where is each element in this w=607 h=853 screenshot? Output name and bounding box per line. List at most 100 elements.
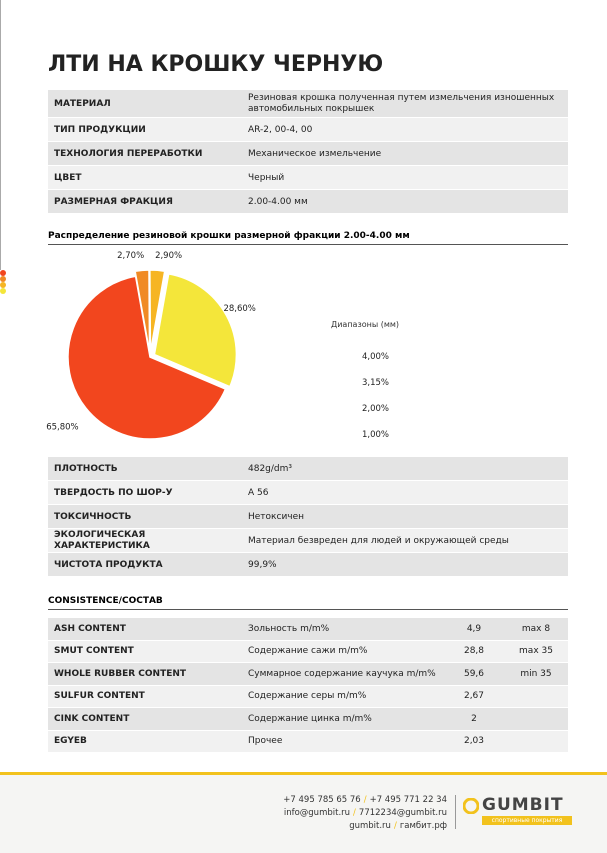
row-value: Нетоксичен: [248, 511, 305, 522]
row-value: 99,9%: [248, 559, 277, 570]
legend-title: Диапазоны (мм): [330, 320, 400, 329]
row-label: ЧИСТОТА ПРОДУКТА: [54, 559, 163, 570]
row-label: ТВЕРДОСТЬ ПО ШОР-У: [54, 487, 173, 498]
legend-dot: [0, 282, 6, 288]
data-label: 28,60%: [223, 304, 255, 314]
row-label: EGYEB: [54, 736, 87, 747]
column-divider: [0, 180, 1, 203]
row-cell: 2,67: [463, 691, 485, 702]
table-row: [48, 166, 568, 190]
logo: GUMBIT: [482, 795, 564, 815]
data-label: 65,80%: [46, 422, 78, 432]
table-row: [48, 457, 568, 481]
row-value: Черный: [248, 172, 285, 183]
column-divider: [0, 135, 1, 158]
site: gumbit.ru: [349, 821, 391, 831]
row-value: Материал безвреден для людей и окружающе…: [248, 535, 509, 546]
data-label: 2,70%: [117, 251, 144, 261]
row-label: ТИП ПРОДУКЦИИ: [54, 124, 146, 135]
phone: +7 495 785 65 76: [283, 795, 361, 805]
legend-label: 3,15%: [362, 378, 390, 388]
column-divider: [0, 0, 1, 23]
legend-label: 2,00%: [362, 404, 390, 414]
row-cell: Содержание сажи m/m%: [248, 646, 368, 657]
row-cell: 2: [471, 713, 477, 724]
row-label: МАТЕРИАЛ: [54, 98, 111, 109]
row-cell: Суммарное содержание каучука m/m%: [248, 668, 436, 679]
pie-slice: [67, 275, 227, 440]
table-row: [48, 90, 568, 118]
pie-slice: [153, 273, 238, 388]
pie-slice: [134, 269, 151, 353]
logo-icon: [463, 798, 479, 814]
legend-dot: [0, 270, 6, 276]
footer-line: [0, 772, 607, 775]
row-cell: max 8: [521, 623, 551, 634]
table-row: [48, 190, 568, 214]
row-label: ТЕХНОЛОГИЯ ПЕРЕРАБОТКИ: [54, 148, 203, 159]
column-divider: [0, 202, 1, 225]
table-row: [48, 730, 568, 753]
email: info@gumbit.ru: [283, 808, 351, 818]
row-cell: max 35: [519, 646, 553, 657]
separator: /: [393, 821, 397, 831]
row-value: A 56: [248, 487, 269, 498]
column-divider: [0, 67, 1, 90]
table-row: [48, 708, 568, 731]
row-value: Механическое измельчение: [248, 148, 382, 159]
row-cell: 28,8: [463, 646, 485, 657]
table-row: [48, 685, 568, 708]
row-label: ЦВЕТ: [54, 172, 82, 183]
row-cell: Прочее: [248, 736, 283, 747]
divider: [455, 795, 456, 829]
table-row: [48, 481, 568, 505]
row-value: 2.00-4.00 мм: [248, 196, 308, 207]
column-divider: [0, 112, 1, 135]
row-cell: min 35: [520, 668, 552, 679]
row-value: Резиновая крошка полученная путем измель…: [248, 93, 555, 114]
column-divider: [0, 90, 1, 113]
column-divider: [0, 225, 1, 248]
table-row: [48, 529, 568, 553]
row-value: AR-2, 00-4, 00: [248, 124, 313, 135]
phone: +7 495 771 22 34: [369, 795, 447, 805]
title: ЛТИ НА КРОШКУ ЧЕРНУЮ: [48, 52, 384, 77]
row-label: CINK CONTENT: [54, 713, 130, 724]
row-label: РАЗМЕРНАЯ ФРАКЦИЯ: [54, 196, 173, 207]
column-divider: [0, 45, 1, 68]
column-divider: [0, 247, 1, 270]
site: гамбит.рф: [399, 821, 447, 831]
table-row: [48, 142, 568, 166]
row-label: ПЛОТНОСТЬ: [54, 463, 118, 474]
table-row: [48, 618, 568, 641]
row-value: 482g/dm³: [248, 463, 293, 474]
email: 7712234@gumbit.ru: [358, 808, 447, 818]
row-cell: Содержание цинка m/m%: [248, 713, 372, 724]
row-cell: Содержание серы m/m%: [248, 691, 367, 702]
row-cell: 4,9: [466, 623, 482, 634]
legend-dot: [0, 276, 6, 282]
separator: /: [363, 795, 367, 805]
table-row: [48, 118, 568, 142]
table-row: [48, 663, 568, 686]
row-cell: Зольность m/m%: [248, 623, 330, 634]
row-cell: 2,03: [463, 736, 485, 747]
pie-slice: [149, 269, 166, 353]
legend-label: 4,00%: [362, 352, 390, 362]
row-cell: 59,6: [463, 668, 485, 679]
footer-bg: [0, 775, 607, 853]
row-label: ТОКСИЧНОСТЬ: [54, 511, 132, 522]
row-label: SMUT CONTENT: [54, 646, 134, 657]
legend-dot: [0, 288, 6, 294]
row-label: SULFUR CONTENT: [54, 691, 145, 702]
data-label: 2,90%: [155, 251, 182, 261]
table-row: [48, 553, 568, 577]
table-row: [48, 640, 568, 663]
chart-title: Распределение резиновой крошки размерной…: [48, 231, 568, 245]
tagline: спортивные покрытия: [482, 816, 572, 825]
sites: gumbit.ru / гамбит.рф: [147, 821, 447, 831]
separator: /: [353, 808, 356, 818]
pie-chart: 65,80% 2,70% 2,90% 28,60%: [46, 251, 256, 440]
row-label: WHOLE RUBBER CONTENT: [54, 668, 187, 679]
